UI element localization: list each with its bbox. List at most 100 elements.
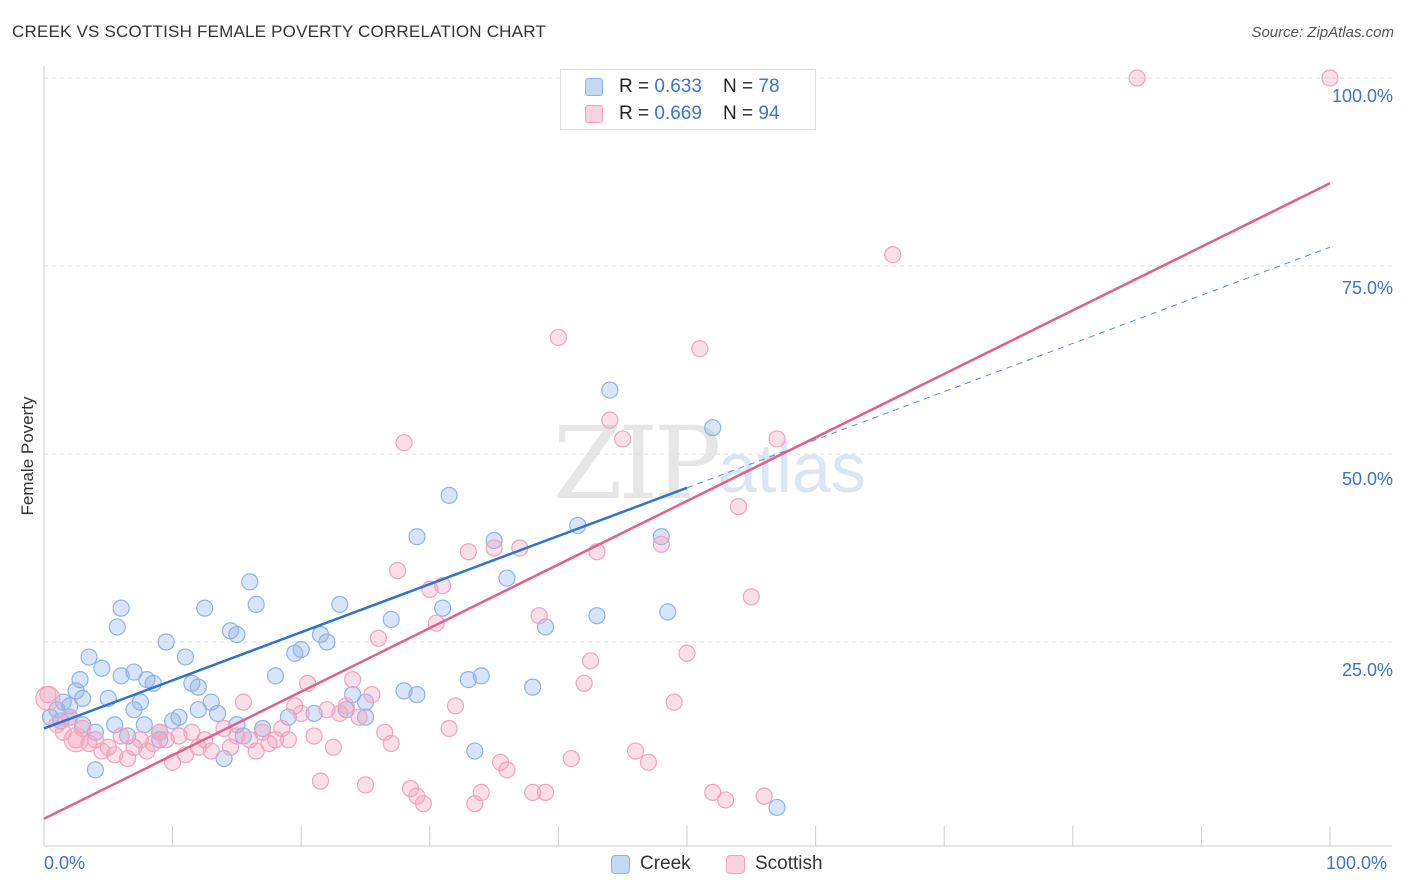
creek-point [588,607,606,625]
scottish-point [202,742,220,760]
scottish-point [1128,69,1146,87]
x-tick-0: 0.0% [44,853,86,873]
scottish-point [704,783,722,802]
legend-scottish: Scottish [726,852,823,876]
gridlines [44,77,1392,643]
creek-point [704,419,722,437]
scottish-point [575,674,593,692]
scottish-point [678,644,696,662]
axes [43,66,1392,847]
creek-point [498,569,516,587]
scottish-point [35,685,61,712]
scottish-point [389,561,407,580]
scottish-point [601,411,619,429]
creek-point [71,670,89,689]
creek-point [466,742,484,760]
creek-point [157,633,175,651]
creek-point [472,667,490,685]
y-tick-75: 75.0% [1341,278,1393,298]
y-tick-100: 100.0% [1331,86,1393,106]
scottish-r-label: R = [619,103,655,124]
scottish-point [279,731,297,749]
scottish-point [614,430,632,448]
source-label: Source: ZipAtlas.com [1251,24,1394,41]
scottish-point [755,787,773,805]
creek-point [408,686,426,704]
scottish-point [716,791,735,809]
scottish-point [73,719,92,738]
creek-point [189,678,207,696]
scottish-point [626,742,645,760]
scottish-point [414,795,432,813]
scottish-point [440,719,458,738]
scottish-point [395,434,413,452]
creek-point [254,719,272,738]
scottish-point [324,738,342,756]
scottish-point [581,652,600,670]
creek-r-label: R = [619,76,655,97]
creek-point [241,573,259,591]
scottish-point [247,742,265,760]
scottish-point [691,340,709,358]
creek-point [125,701,143,719]
creek-point [196,599,214,617]
scottish-point [498,761,516,779]
creek-point [112,667,130,685]
scottish-point [459,543,477,561]
creek-point [135,716,153,734]
creek-point [318,633,336,651]
creek-point [266,667,285,685]
scottish-point [350,708,368,726]
scottish-point [639,753,658,771]
creek-point [73,716,92,734]
creek-point [112,599,130,617]
scottish-point [183,723,201,741]
watermark-atlas: atlas [718,429,866,507]
scottish-point [318,701,336,719]
creek-point [459,670,477,689]
scottish-point [112,727,130,745]
scottish-point [311,772,330,790]
correlation-legend: R = 0.633 N = 78 R = 0.669 N = 94 [560,69,816,130]
creek-point [382,610,400,629]
scottish-point [228,727,246,745]
scottish-point [63,727,89,753]
scottish-point [1321,69,1339,87]
legend-scottish-swatch [726,854,745,874]
creek-n-value: 78 [758,76,780,97]
creek-point [176,648,195,666]
scottish-point [472,783,490,802]
scottish-swatch [585,105,603,123]
scottish-point [292,704,310,723]
scottish-n-value: 94 [758,103,780,124]
creek-r-value: 0.633 [654,76,702,97]
creek-n-label: N = [723,76,759,97]
scottish-r-value: 0.669 [654,103,702,124]
creek-point [524,678,542,696]
scottish-point [665,693,683,711]
scottish-point [524,783,542,802]
scottish-n-label: N = [723,103,759,124]
scottish-point [382,734,400,753]
scottish-trend-line [43,182,1331,820]
scottish-point [106,746,124,764]
legend-creek: Creek [611,852,691,876]
creek-point [73,689,92,708]
scottish-point [446,697,465,715]
creek-point [209,704,227,723]
creek-point [659,603,677,621]
creek-point [247,595,265,614]
creek-point [601,381,619,399]
watermark-zip: ZIP [553,405,721,522]
legend-creek-label: Creek [640,853,691,874]
creek-point [189,701,207,719]
creek-point [434,599,452,617]
scottish-point [234,693,252,711]
scottish-point [344,670,362,689]
creek-trend-line [43,486,688,730]
y-tick-25: 25.0% [1341,660,1393,680]
creek-point [228,625,246,644]
scottish-point [337,697,355,715]
scottish-point [768,430,786,448]
